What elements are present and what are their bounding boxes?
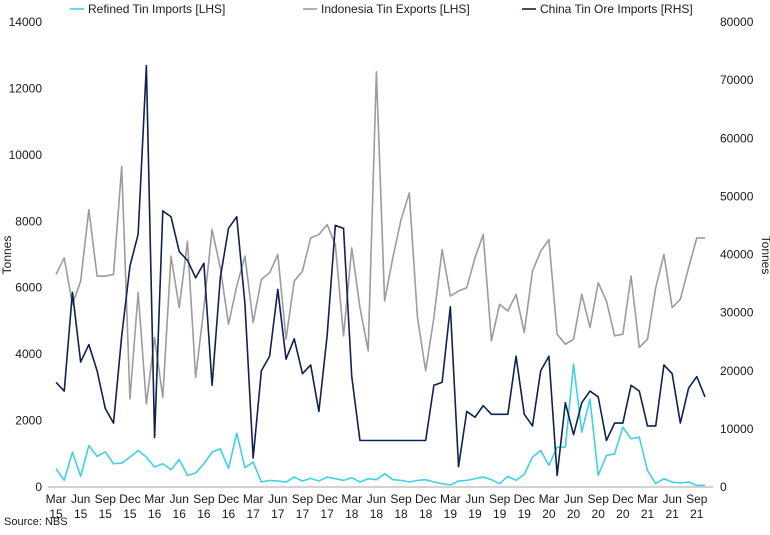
- x-tick-month-label: Jun: [465, 492, 484, 506]
- right-y-tick-label: 40000: [720, 248, 754, 262]
- legend-entry: China Tin Ore Imports [RHS]: [540, 2, 693, 16]
- right-y-tick-label: 60000: [720, 131, 754, 145]
- x-tick-month-label: Mar: [144, 492, 165, 506]
- x-tick-year-label: 20: [592, 507, 606, 521]
- x-tick-month-label: Jun: [564, 492, 583, 506]
- x-tick-year-label: 20: [542, 507, 556, 521]
- left-y-tick-label: 6000: [15, 281, 42, 295]
- x-tick-year-label: 19: [493, 507, 507, 521]
- x-tick-month-label: Jun: [662, 492, 681, 506]
- x-tick-year-label: 16: [148, 507, 162, 521]
- x-tick-year-label: 19: [468, 507, 482, 521]
- x-tick-year-label: 17: [296, 507, 310, 521]
- source-note: Source: NBS: [4, 516, 68, 528]
- left-y-tick-label: 8000: [15, 214, 42, 228]
- left-y-tick-label: 2000: [15, 414, 42, 428]
- series-layer: [55, 64, 706, 487]
- right-y-axis-label: Tonnes: [759, 236, 770, 275]
- legend-entry: Indonesia Tin Exports [LHS]: [321, 2, 470, 16]
- right-y-tick-label: 50000: [720, 189, 754, 203]
- x-tick-year-label: 21: [665, 507, 679, 521]
- x-tick-year-label: 19: [518, 507, 532, 521]
- x-tick-month-label: Mar: [341, 492, 362, 506]
- left-y-axis: 0 2000 4000 6000 8000 10000 12000 14000: [9, 15, 43, 494]
- x-tick-year-label: 15: [49, 507, 63, 521]
- series-line-indonesia-tin-exports-lhs: [55, 71, 705, 405]
- x-tick-year-label: 18: [394, 507, 408, 521]
- x-tick-month-label: Dec: [316, 492, 337, 506]
- x-tick-year-label: 15: [74, 507, 88, 521]
- x-tick-year-label: 16: [173, 507, 187, 521]
- right-y-tick-label: 20000: [720, 364, 754, 378]
- right-y-tick-label: 0: [720, 480, 727, 494]
- legend: Refined Tin Imports [LHS] Indonesia Tin E…: [70, 2, 693, 16]
- x-tick-year-label: 15: [99, 507, 113, 521]
- x-tick-year-label: 18: [345, 507, 359, 521]
- x-tick-month-label: Sep: [193, 492, 215, 506]
- x-tick-month-label: Jun: [71, 492, 90, 506]
- x-tick-month-label: Mar: [46, 492, 67, 506]
- series-line-china-tin-ore-imports-rhs: [55, 64, 706, 477]
- left-y-tick-label: 12000: [9, 81, 43, 95]
- x-tick-month-label: Dec: [415, 492, 436, 506]
- left-y-tick-label: 14000: [9, 15, 43, 29]
- x-tick-month-label: Sep: [292, 492, 314, 506]
- x-tick-month-label: Dec: [218, 492, 239, 506]
- right-y-tick-label: 10000: [720, 422, 754, 436]
- x-tick-month-label: Sep: [588, 492, 610, 506]
- x-tick-year-label: 17: [271, 507, 285, 521]
- x-tick-year-label: 20: [616, 507, 630, 521]
- left-y-axis-label: Tonnes: [0, 236, 14, 275]
- x-tick-month-label: Mar: [637, 492, 658, 506]
- x-tick-year-label: 15: [123, 507, 137, 521]
- x-tick-month-label: Mar: [539, 492, 560, 506]
- x-tick-year-label: 16: [197, 507, 211, 521]
- series-line-refined-tin-imports-lhs: [55, 363, 705, 487]
- x-tick-year-label: 16: [222, 507, 236, 521]
- x-tick-year-label: 20: [567, 507, 581, 521]
- x-tick-month-label: Jun: [367, 492, 386, 506]
- left-y-tick-label: 4000: [15, 347, 42, 361]
- x-tick-year-label: 17: [246, 507, 260, 521]
- x-tick-month-label: Sep: [95, 492, 117, 506]
- right-y-axis: 0 10000 20000 30000 40000 50000 60000 70000 8000…: [720, 15, 754, 494]
- x-tick-month-label: Mar: [243, 492, 264, 506]
- x-tick-year-label: 18: [370, 507, 384, 521]
- right-y-tick-label: 70000: [720, 73, 754, 87]
- x-tick-month-label: Dec: [119, 492, 140, 506]
- x-tick-year-label: 19: [444, 507, 458, 521]
- x-tick-month-label: Dec: [612, 492, 633, 506]
- x-tick-year-label: 18: [419, 507, 433, 521]
- x-tick-month-label: Mar: [440, 492, 461, 506]
- right-y-tick-label: 30000: [720, 306, 754, 320]
- x-tick-year-label: 21: [690, 507, 704, 521]
- left-y-tick-label: 0: [35, 480, 42, 494]
- x-tick-month-label: Jun: [268, 492, 287, 506]
- x-tick-month-label: Sep: [390, 492, 412, 506]
- x-tick-month-label: Dec: [514, 492, 535, 506]
- x-axis: Mar15Jun15Sep15Dec15Mar16Jun16Sep16Dec16…: [46, 486, 713, 521]
- x-tick-month-label: Jun: [170, 492, 189, 506]
- x-tick-month-label: Sep: [686, 492, 708, 506]
- x-tick-month-label: Sep: [489, 492, 511, 506]
- x-tick-year-label: 17: [320, 507, 334, 521]
- left-y-tick-label: 10000: [9, 148, 43, 162]
- x-tick-year-label: 21: [641, 507, 655, 521]
- legend-entry: Refined Tin Imports [LHS]: [88, 2, 225, 16]
- right-y-tick-label: 80000: [720, 15, 754, 29]
